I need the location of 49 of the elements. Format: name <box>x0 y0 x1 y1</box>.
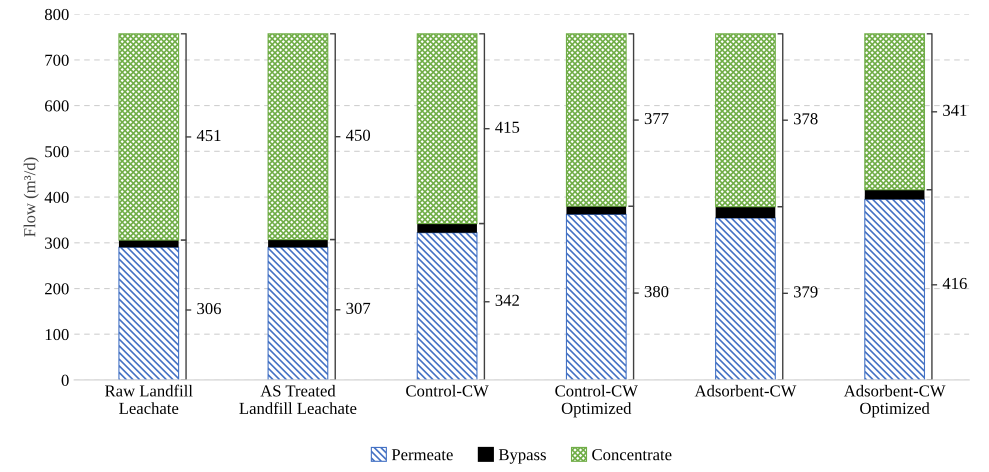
annotation: 377 <box>644 112 669 124</box>
bar <box>268 240 328 248</box>
annotation: 307 <box>346 302 370 314</box>
annotation: 341 <box>943 104 966 116</box>
x-tick-label: Raw Landfill Leachate <box>105 384 193 414</box>
legend-label: Concentrate <box>592 449 672 460</box>
x-tick-label: Control-CW Optimized <box>555 384 638 418</box>
annotation: 306 <box>197 302 221 314</box>
annotation: 415 <box>495 122 520 133</box>
bar <box>416 232 478 380</box>
bar <box>566 214 627 380</box>
bar <box>864 198 926 380</box>
y-tick-label: 100 <box>46 328 69 340</box>
bar <box>416 33 478 224</box>
annotation: 342 <box>496 294 519 306</box>
y-axis-title: Flow (m³/d) <box>24 158 39 237</box>
bar <box>716 206 776 218</box>
y-tick-label: 0 <box>62 374 69 386</box>
bar <box>118 240 179 248</box>
legend-label: Permeate <box>392 449 453 460</box>
annotation: 379 <box>794 286 818 298</box>
x-tick-label: Control-CW <box>406 384 489 397</box>
legend-label: Bypass <box>498 449 546 464</box>
bar <box>118 33 180 241</box>
annotation: 378 <box>794 113 818 124</box>
bar <box>715 33 776 208</box>
x-tick-label: Adsorbent-CW <box>694 384 796 397</box>
y-tick-label: 700 <box>45 54 69 66</box>
y-tick-label: 800 <box>44 8 69 20</box>
annotation: 416 <box>942 278 967 290</box>
y-tick-label: 400 <box>44 192 69 204</box>
bar <box>566 206 626 214</box>
y-tick-label: 200 <box>45 283 69 294</box>
bar <box>715 218 776 380</box>
x-tick-label: Adsorbent-CW Optimized <box>844 384 946 418</box>
bar <box>268 33 328 240</box>
bar <box>864 190 924 200</box>
bar <box>566 33 627 207</box>
y-tick-label: 500 <box>45 146 69 158</box>
bar <box>268 246 328 380</box>
bar <box>864 33 926 190</box>
bar <box>118 246 180 380</box>
annotation: 380 <box>644 286 668 298</box>
y-tick-label: 600 <box>45 100 69 112</box>
y-tick-label: 300 <box>45 237 69 249</box>
annotation: 451 <box>196 130 220 142</box>
annotation: 450 <box>346 130 370 141</box>
x-tick-label: AS Treated Landfill Leachate <box>239 384 356 414</box>
bar <box>417 224 477 233</box>
